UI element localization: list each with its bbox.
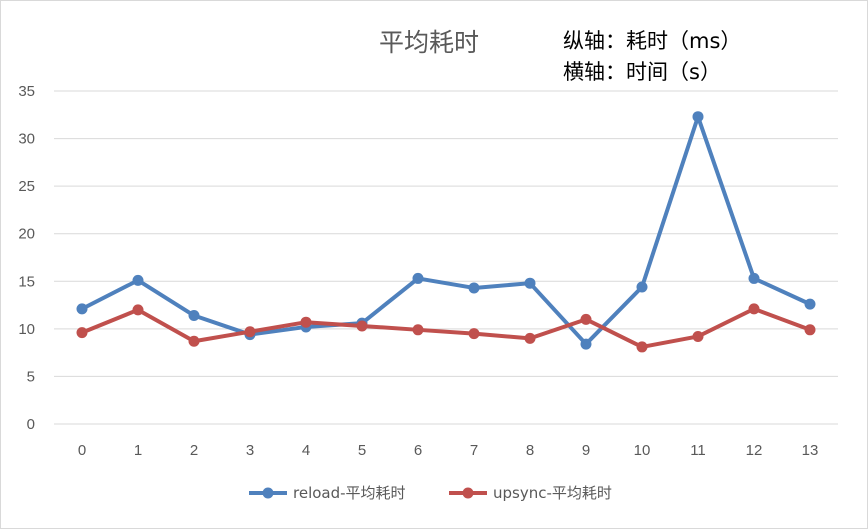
series-line bbox=[80, 114, 812, 347]
legend-item: reload-平均耗时 bbox=[249, 484, 406, 502]
x-tick-label: 13 bbox=[802, 442, 819, 459]
x-tick-label: 2 bbox=[190, 442, 198, 459]
x-tick-label: 7 bbox=[470, 442, 478, 459]
y-axis-note: 纵轴：耗时（ms） bbox=[563, 29, 742, 53]
data-point bbox=[412, 272, 424, 284]
y-tick-label: 35 bbox=[18, 83, 35, 100]
data-point bbox=[468, 282, 480, 294]
data-point bbox=[748, 303, 760, 315]
data-point bbox=[132, 304, 144, 316]
x-tick-label: 5 bbox=[358, 442, 366, 459]
y-tick-label: 5 bbox=[27, 368, 35, 385]
legend-swatch-marker bbox=[462, 487, 474, 499]
x-tick-label: 0 bbox=[78, 442, 86, 459]
data-point bbox=[580, 338, 592, 350]
data-point bbox=[76, 303, 88, 315]
y-tick-label: 15 bbox=[18, 273, 35, 290]
x-tick-label: 6 bbox=[414, 442, 422, 459]
data-point bbox=[524, 332, 536, 344]
data-point bbox=[804, 324, 816, 336]
x-axis-note: 横轴：时间（s） bbox=[563, 60, 721, 84]
y-tick-label: 25 bbox=[18, 178, 35, 195]
data-point bbox=[524, 277, 536, 289]
legend-label: reload-平均耗时 bbox=[293, 484, 406, 502]
x-tick-label: 9 bbox=[582, 442, 590, 459]
series-2 bbox=[76, 303, 816, 353]
legend-swatch-marker bbox=[262, 487, 274, 499]
data-point bbox=[300, 316, 312, 328]
data-point bbox=[692, 330, 704, 342]
gridlines bbox=[54, 90, 838, 425]
data-point bbox=[356, 320, 368, 332]
x-tick-labels: 0 1 2 3 4 5 6 7 8 9 10 11 12 13 bbox=[78, 442, 819, 459]
x-tick-label: 11 bbox=[690, 442, 706, 459]
legend-label: upsync-平均耗时 bbox=[493, 484, 612, 502]
data-point bbox=[188, 310, 200, 322]
x-tick-label: 4 bbox=[302, 442, 310, 459]
x-tick-label: 12 bbox=[746, 442, 763, 459]
legend: reload-平均耗时 upsync-平均耗时 bbox=[249, 484, 612, 502]
data-point bbox=[468, 328, 480, 340]
data-point bbox=[132, 274, 144, 286]
data-point bbox=[692, 111, 704, 123]
series-lines bbox=[76, 111, 816, 353]
chart-title: 平均耗时 bbox=[379, 28, 480, 57]
y-tick-label: 10 bbox=[18, 321, 35, 338]
data-point bbox=[244, 326, 256, 338]
x-tick-label: 1 bbox=[134, 442, 142, 459]
data-point bbox=[580, 313, 592, 325]
data-point bbox=[412, 324, 424, 336]
data-point bbox=[636, 341, 648, 353]
data-point bbox=[636, 281, 648, 293]
x-tick-label: 8 bbox=[526, 442, 534, 459]
data-point bbox=[804, 298, 816, 310]
legend-item: upsync-平均耗时 bbox=[449, 484, 612, 502]
data-point bbox=[76, 327, 88, 339]
x-tick-label: 3 bbox=[246, 442, 254, 459]
data-point bbox=[748, 272, 760, 284]
series-line bbox=[80, 306, 812, 349]
data-point bbox=[188, 335, 200, 347]
y-tick-label: 20 bbox=[18, 226, 35, 243]
y-tick-label: 30 bbox=[18, 131, 35, 148]
y-tick-label: 0 bbox=[27, 416, 35, 433]
x-tick-label: 10 bbox=[634, 442, 651, 459]
y-tick-labels: 0 5 10 15 20 25 30 35 bbox=[18, 83, 35, 433]
series-1 bbox=[76, 111, 816, 350]
